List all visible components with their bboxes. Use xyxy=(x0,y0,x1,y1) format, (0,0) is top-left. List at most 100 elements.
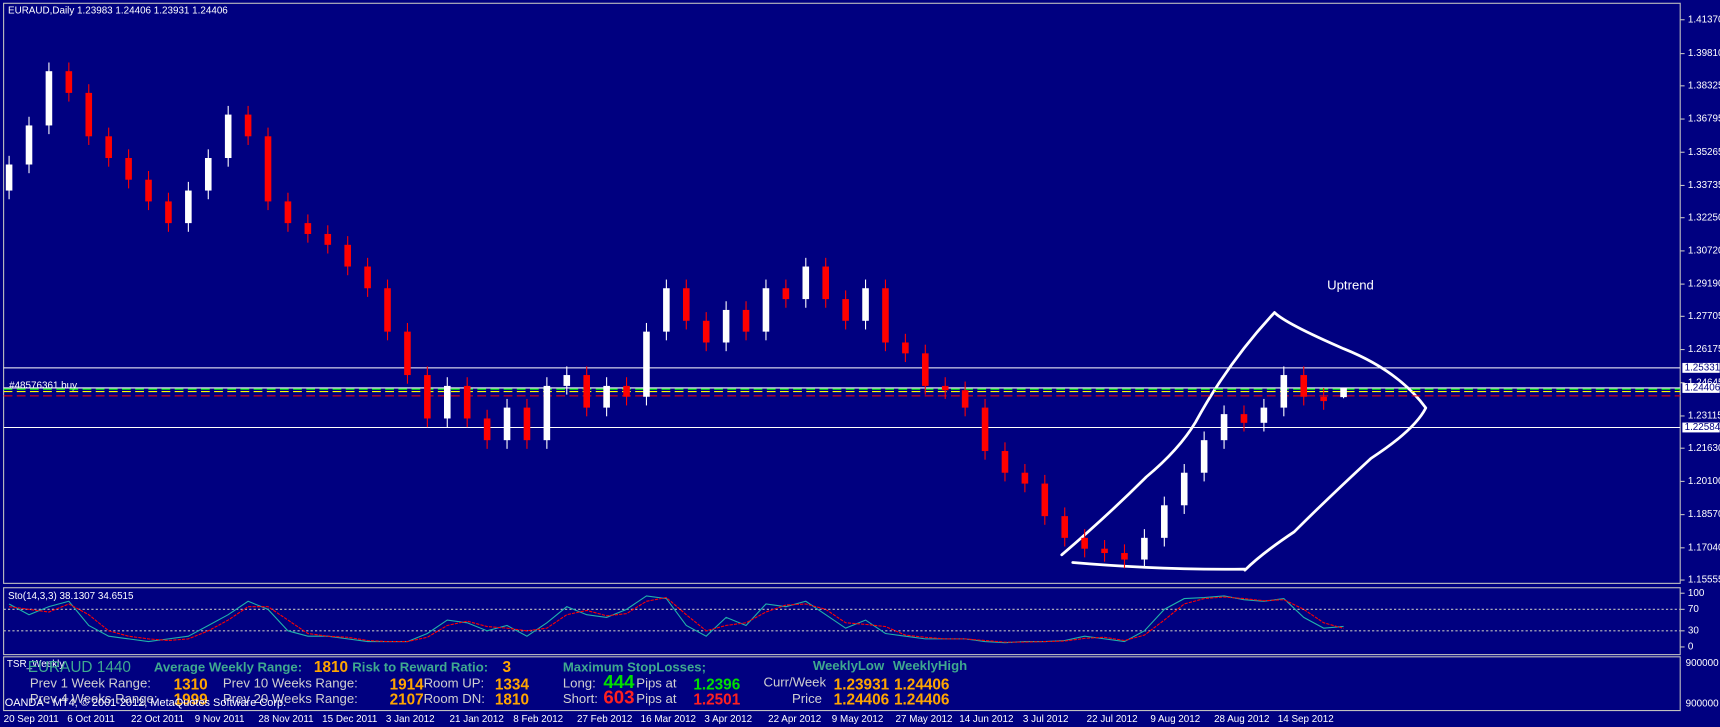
value: 1810 xyxy=(495,692,529,709)
value: 1.24406 xyxy=(894,676,949,693)
order-label: #48576361 buy xyxy=(9,381,77,392)
candle-body xyxy=(543,385,551,441)
x-tick-label: 22 Apr 2012 xyxy=(768,714,821,725)
panel-axis-label: 900000 xyxy=(1686,699,1719,710)
x-tick-label: 22 Oct 2011 xyxy=(131,714,184,725)
x-tick-label: 3 Jul 2012 xyxy=(1023,714,1069,725)
y-tick-label: 1.26175 xyxy=(1688,344,1720,355)
candle-body xyxy=(185,190,192,224)
y-tick-label: 1.23115 xyxy=(1688,411,1720,422)
y-tick-label: 70 xyxy=(1688,604,1699,615)
candle-body xyxy=(822,266,830,300)
candle-body xyxy=(1220,414,1228,441)
x-tick-label: 27 May 2012 xyxy=(896,714,953,725)
candle-body xyxy=(1101,548,1108,554)
candle-body xyxy=(1300,375,1308,397)
candle-body xyxy=(603,385,610,408)
y-tick-label: 1.24645 xyxy=(1688,377,1720,388)
value: 1334 xyxy=(495,676,530,693)
candle-body xyxy=(324,233,332,245)
x-tick-label: 14 Jun 2012 xyxy=(959,714,1013,725)
candle-body xyxy=(523,407,531,441)
y-tick-label: 1.15555 xyxy=(1688,575,1720,586)
y-tick-label: 1.18570 xyxy=(1688,509,1720,520)
candle-body xyxy=(165,201,172,224)
y-tick-label: 1.36795 xyxy=(1688,114,1720,125)
label: Room UP: xyxy=(424,676,485,691)
candle-body xyxy=(683,288,690,321)
candle-body xyxy=(862,288,869,321)
value: 1.2396 xyxy=(693,676,740,693)
candle-body xyxy=(1041,483,1049,517)
candle-body xyxy=(65,71,73,93)
label: WeeklyHigh xyxy=(893,658,967,673)
value: 2107 xyxy=(390,692,424,709)
x-tick-label: 15 Dec 2011 xyxy=(322,714,377,725)
value: 1.24406 xyxy=(834,692,889,709)
candle-body xyxy=(264,136,272,202)
value: 1914 xyxy=(390,676,425,693)
y-tick-label: 100 xyxy=(1688,588,1705,599)
candle-body xyxy=(45,71,53,126)
candle-body xyxy=(404,331,411,376)
label: Pips at xyxy=(636,691,677,706)
candle-body xyxy=(961,390,969,408)
label: Room DN: xyxy=(424,691,485,706)
candle-body xyxy=(802,266,810,300)
candle-body xyxy=(145,179,152,202)
candle-body xyxy=(1121,553,1128,560)
label: Short: xyxy=(563,691,598,706)
candle-body xyxy=(842,299,849,321)
label: Average Weekly Range: xyxy=(154,659,302,674)
x-tick-label: 8 Feb 2012 xyxy=(513,714,563,725)
candle-body xyxy=(125,158,132,180)
value: 1999 xyxy=(174,692,208,709)
level-box xyxy=(1682,362,1720,373)
x-tick-label: 9 May 2012 xyxy=(832,714,884,725)
candle-body xyxy=(5,164,13,191)
candle-body xyxy=(882,288,889,343)
annotation: Uptrend xyxy=(1327,278,1374,293)
label: Pips at xyxy=(636,676,677,691)
panel-frame xyxy=(3,656,1681,712)
candle-body xyxy=(623,385,630,397)
value: 1.2501 xyxy=(693,692,740,709)
y-tick-label: 1.39810 xyxy=(1688,48,1720,59)
candle-body xyxy=(244,114,252,137)
x-tick-label: 28 Aug 2012 xyxy=(1214,714,1269,725)
candle-body xyxy=(384,288,391,332)
x-tick-label: 28 Nov 2011 xyxy=(258,714,313,725)
candle-body xyxy=(483,418,491,441)
label: Prev 4 Weeks Range: xyxy=(30,691,158,706)
y-tick-label: 1.29190 xyxy=(1688,279,1720,290)
label: Curr/Week xyxy=(764,675,827,690)
value: 1310 xyxy=(174,676,208,693)
level-label: 1.24406 xyxy=(1685,383,1720,394)
label: Maximum StopLosses; xyxy=(563,659,706,674)
candle-body xyxy=(364,266,371,289)
candle-body xyxy=(1240,414,1248,423)
candle-body xyxy=(304,223,312,234)
y-tick-label: 1.35265 xyxy=(1688,147,1720,158)
level-label: 1.25331 xyxy=(1685,362,1720,373)
candle-body xyxy=(563,375,571,386)
candle-body xyxy=(1200,440,1208,473)
candle-body xyxy=(742,309,750,332)
x-tick-label: 6 Oct 2011 xyxy=(67,714,115,725)
candle-body xyxy=(902,342,909,354)
candle-body xyxy=(1021,472,1029,484)
candle-body xyxy=(85,92,93,137)
x-tick-label: 3 Apr 2012 xyxy=(704,714,752,725)
stoch-line xyxy=(8,595,1344,644)
hand-drawing xyxy=(1060,311,1428,572)
level-box xyxy=(1682,422,1720,433)
stoch-line xyxy=(9,596,1344,643)
y-tick-label: 1.27705 xyxy=(1688,311,1720,322)
x-tick-label: 16 Mar 2012 xyxy=(641,714,696,725)
panel-axis-label: 900000 xyxy=(1686,658,1719,669)
value: 444 xyxy=(603,671,635,692)
candle-body xyxy=(1260,407,1268,423)
candle-body xyxy=(1141,537,1148,560)
